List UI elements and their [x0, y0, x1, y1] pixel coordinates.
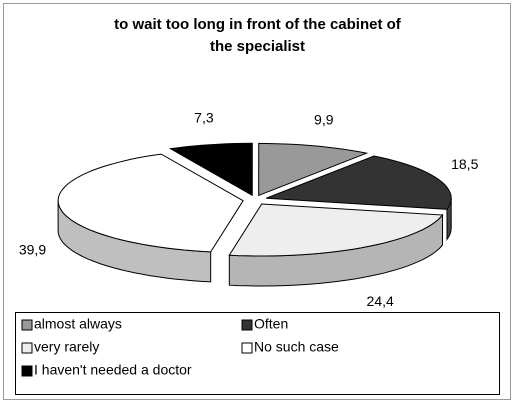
slice [57, 153, 244, 253]
legend-box [15, 312, 500, 395]
slice [258, 142, 369, 197]
legend-label: Often [254, 316, 288, 332]
slice [168, 142, 253, 197]
legend-label: I haven't needed a doctor [34, 362, 192, 378]
legend-swatch [21, 365, 33, 377]
legend-swatch [241, 319, 253, 331]
legend-label: very rarely [34, 339, 99, 355]
data-label: 39,9 [19, 241, 46, 257]
legend-swatch [21, 319, 33, 331]
legend-swatch [241, 342, 253, 354]
legend-label: No such case [254, 339, 339, 355]
data-label: 7,3 [194, 110, 214, 126]
slice [228, 203, 444, 257]
legend-label: almost always [34, 316, 122, 332]
data-label: 18,5 [451, 156, 478, 172]
slice [266, 155, 452, 210]
data-label: 24,4 [367, 293, 394, 309]
data-label: 9,9 [314, 111, 334, 127]
chart-title: to wait too long in front of the cabinet… [114, 16, 401, 55]
legend-swatch [21, 342, 33, 354]
